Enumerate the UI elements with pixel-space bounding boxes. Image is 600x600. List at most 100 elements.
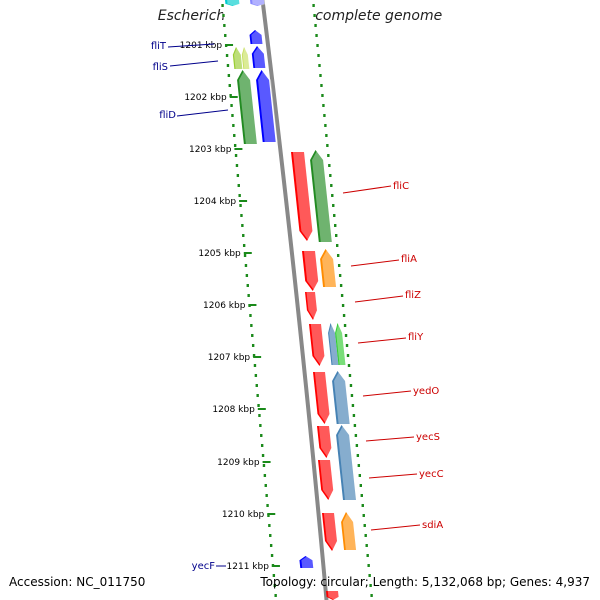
- boundary-dot: [251, 344, 255, 347]
- gene-body: [313, 372, 330, 424]
- boundary-dot: [268, 524, 271, 527]
- gene-highlight: [322, 249, 339, 287]
- scale-tick: 1202 kbp: [184, 93, 238, 103]
- boundary-dot: [367, 564, 370, 567]
- gene-highlight: [252, 0, 267, 6]
- gene-feature: [251, 46, 268, 68]
- boundary-dot: [369, 584, 372, 587]
- boundary-dot: [368, 574, 371, 577]
- tick-mark: [243, 252, 252, 254]
- gene-label-text: yedO: [413, 386, 439, 397]
- boundary-dot: [319, 74, 322, 77]
- boundary-dot: [230, 104, 233, 107]
- gene-feature: [305, 292, 319, 320]
- label-connector: [357, 337, 407, 344]
- label-connector: [370, 524, 421, 531]
- boundary-dot: [221, 4, 224, 7]
- boundary-dot: [224, 34, 227, 37]
- boundary-dot: [341, 304, 345, 307]
- gene-labels: fliT fliS fliD yecF fliC fliA fliZ fliY yedO yecS…: [151, 41, 444, 572]
- boundary-dot: [328, 164, 331, 167]
- boundary-dot: [317, 54, 320, 57]
- scale-tick: 1207 kbp: [208, 353, 262, 363]
- gene-label-yecF: yecF: [192, 561, 226, 572]
- boundary-dot: [320, 84, 323, 87]
- gene-feature: [302, 251, 321, 291]
- gene-feature: [249, 30, 265, 44]
- boundary-dot: [231, 114, 234, 117]
- gene-body: [305, 292, 317, 320]
- gene-feature: [328, 323, 340, 365]
- gene-body: [322, 513, 337, 551]
- accession-text: Accession: NC_011750: [9, 575, 146, 589]
- gene-label-yedO: yedO: [362, 386, 439, 397]
- gene-body: [225, 0, 240, 6]
- boundary-dot: [265, 494, 268, 497]
- boundary-dot: [321, 94, 324, 97]
- track-boundaries: [221, 4, 373, 597]
- tick-label: 1207 kbp: [208, 353, 251, 363]
- boundary-dot: [227, 74, 231, 77]
- boundary-dot: [332, 204, 335, 207]
- boundary-dot: [358, 474, 362, 477]
- scale-tick: 1206 kbp: [203, 301, 257, 311]
- gene-feature: [341, 512, 358, 550]
- scale-tick: 1210 kbp: [222, 510, 276, 520]
- tick-mark: [253, 356, 262, 358]
- boundary-dot: [334, 224, 337, 227]
- gene-highlight: [303, 251, 321, 291]
- tick-label: 1208 kbp: [212, 405, 255, 415]
- boundary-dot: [331, 194, 334, 197]
- boundary-dot: [269, 544, 273, 547]
- boundary-dot: [365, 544, 368, 547]
- gene-body: [318, 460, 334, 500]
- gene-feature: [320, 249, 339, 287]
- boundary-dot: [222, 14, 225, 17]
- boundary-dot: [229, 94, 232, 97]
- boundary-dot: [260, 444, 264, 447]
- gene-label-fliT: fliT: [151, 41, 215, 52]
- gene-label-yecS: yecS: [365, 432, 440, 443]
- boundary-dot: [261, 454, 265, 457]
- tick-mark: [234, 148, 243, 150]
- gene-feature: [256, 70, 278, 142]
- gene-feature: [232, 47, 244, 69]
- boundary-dot: [351, 404, 355, 407]
- gene-feature: [336, 425, 358, 500]
- tick-label: 1210 kbp: [222, 510, 265, 520]
- boundary-dot: [325, 134, 328, 137]
- boundary-dot: [340, 294, 344, 297]
- tick-mark: [248, 304, 257, 306]
- scale-tick: 1201 kbp: [180, 41, 234, 51]
- gene-highlight: [227, 0, 242, 6]
- gene-highlight: [318, 426, 334, 458]
- gene-feature: [318, 460, 335, 500]
- tick-label: 1206 kbp: [203, 301, 246, 311]
- gene-feature: [291, 152, 315, 241]
- boundary-dot: [233, 144, 237, 147]
- gene-feature: [317, 426, 334, 458]
- boundary-dot: [254, 374, 258, 377]
- tick-mark: [271, 565, 280, 567]
- boundary-dot: [253, 364, 257, 367]
- gene-feature: [241, 47, 251, 69]
- boundary-dot: [245, 274, 249, 277]
- label-connector: [342, 185, 392, 194]
- tick-label: 1202 kbp: [184, 93, 227, 103]
- scale-tick: 1205 kbp: [198, 249, 252, 259]
- boundary-dot: [327, 154, 330, 157]
- scale-tick: 1209 kbp: [217, 458, 271, 468]
- label-connector: [368, 473, 418, 479]
- boundary-dot: [235, 164, 239, 167]
- boundary-dot: [269, 534, 272, 537]
- boundary-dot: [257, 404, 260, 407]
- scale-tick: 1208 kbp: [212, 405, 266, 415]
- boundary-dot: [259, 424, 262, 427]
- gene-body: [341, 512, 357, 550]
- boundary-dot: [361, 504, 364, 507]
- gene-feature: [237, 70, 259, 144]
- gene-label-text: fliT: [151, 41, 167, 52]
- boundary-dot: [260, 434, 263, 437]
- boundary-dot: [336, 254, 340, 257]
- boundary-dot: [313, 14, 316, 17]
